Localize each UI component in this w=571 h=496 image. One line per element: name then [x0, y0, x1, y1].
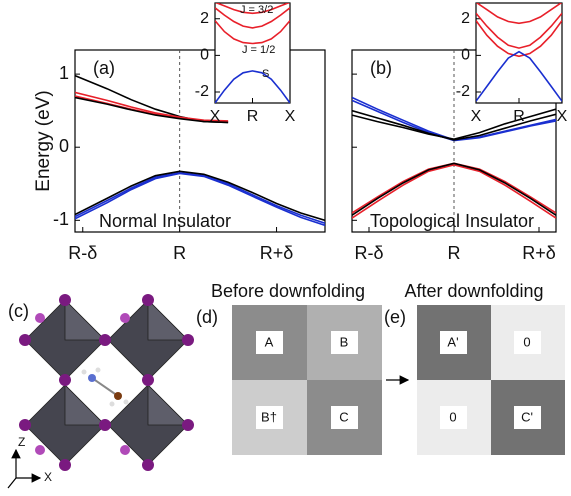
matrix-before: Before downfolding (d) A B B† C — [196, 281, 382, 455]
cell-label: 0 — [449, 409, 456, 424]
x-tick-label: R — [448, 243, 461, 263]
panel-title: After downfolding — [404, 281, 543, 301]
panel-label: (c) — [8, 301, 29, 321]
cell-label: B — [340, 334, 349, 349]
annotation: J = 1/2 — [242, 44, 275, 56]
axis-label: Z — [18, 435, 25, 449]
y-axis-label: Energy (eV) — [33, 90, 54, 191]
x-tick-label: R+δ — [260, 243, 294, 263]
band-structure-panels: -1 0 1 R-δ R R+δ (a) Energy (eV) Normal Insulato… — [33, 2, 568, 262]
x-tick-label: X — [285, 108, 296, 125]
y-tick-label: 2 — [200, 10, 209, 27]
x-tick-label: R-δ — [354, 243, 383, 263]
y-tick-label: 0 — [59, 136, 69, 156]
axis-label: X — [44, 470, 52, 484]
x-tick-label: X — [557, 108, 568, 125]
molecule — [82, 368, 129, 407]
y-tick-label: -1 — [53, 209, 69, 229]
annotation: J = 3/2 — [240, 4, 273, 16]
y-tick-label: 1 — [59, 63, 69, 83]
figure: -1 0 1 R-δ R R+δ (a) Energy (eV) Normal Insulato… — [0, 0, 571, 496]
x-tick-label: R-δ — [68, 243, 97, 263]
panel-label: (e) — [384, 307, 406, 327]
cell-label: C — [339, 409, 348, 424]
y-tick-label: 2 — [461, 10, 470, 27]
panel-label: (d) — [196, 307, 218, 327]
panel-label: (a) — [93, 58, 115, 78]
panel-label: (b) — [370, 58, 392, 78]
page: {"chart_data": [ {"type": "line", "panel… — [0, 0, 571, 496]
x-tick-label: R — [513, 108, 525, 125]
panel-title: Before downfolding — [211, 281, 365, 301]
annotation: S — [262, 68, 269, 80]
axes-glyph — [8, 450, 40, 488]
cell-label: A' — [447, 334, 458, 349]
x-tick-label: R — [247, 108, 259, 125]
y-tick-label: 0 — [200, 47, 209, 64]
x-tick-label: X — [210, 108, 221, 125]
cell-label: 0 — [523, 334, 530, 349]
x-tick-label: R — [173, 243, 186, 263]
x-tick-label: R+δ — [522, 243, 556, 263]
matrix-after: After downfolding (e) A' 0 0 C' — [384, 281, 565, 455]
annotation: Topological Insulator — [370, 211, 534, 231]
cell-label: C' — [521, 409, 533, 424]
octahedra — [25, 300, 188, 465]
y-tick-label: 0 — [461, 47, 470, 64]
annotation: Normal Insulator — [99, 211, 231, 231]
cell-label: B† — [261, 409, 277, 424]
cell-label: A — [265, 334, 274, 349]
plot-frame — [476, 3, 562, 103]
x-tick-label: X — [471, 108, 482, 125]
crystal-structure: (c) — [8, 294, 194, 488]
y-tick-label: -2 — [456, 83, 470, 100]
y-tick-label: -2 — [195, 83, 209, 100]
